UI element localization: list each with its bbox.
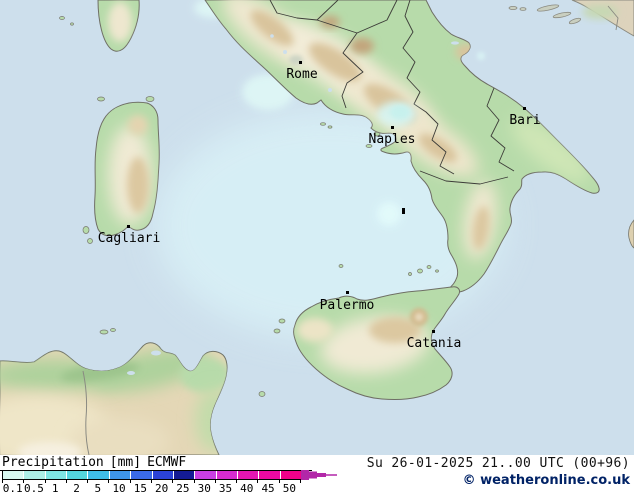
legend-tick xyxy=(236,479,238,483)
corsica-landmass xyxy=(97,0,140,52)
city-dot-catania xyxy=(432,330,435,333)
legend-model-text: ECMWF xyxy=(147,455,187,470)
legend-cell-40 xyxy=(237,471,259,479)
region-borders xyxy=(269,0,515,185)
legend-tick xyxy=(193,479,195,483)
legend-cell-10 xyxy=(109,471,131,479)
legend-tick xyxy=(214,479,216,483)
legend-tick xyxy=(300,479,301,483)
city-label-palermo: Palermo xyxy=(319,298,375,313)
datetime-text: Su 26-01-2025 21..00 UTC (00+96) xyxy=(366,456,630,471)
legend-cell-0.1 xyxy=(3,471,24,479)
footer-info: Su 26-01-2025 21..00 UTC (00+96) © weath… xyxy=(367,456,630,488)
legend-title-text: Precipitation xyxy=(2,455,104,470)
legend: Precipitation [mm] ECMWF 0.1 0.5 1 2 5 10 15 20 25… xyxy=(0,455,345,495)
legend-cell-2 xyxy=(67,471,88,479)
legend-scale-label: 25 xyxy=(176,482,190,495)
lakes xyxy=(270,34,459,92)
legend-tick xyxy=(87,479,89,483)
city-label-cagliari: Cagliari xyxy=(97,231,161,246)
precipitation-overlay-naples xyxy=(377,101,417,127)
legend-unit-text: [mm] xyxy=(109,455,142,470)
city-label-bari: Bari xyxy=(509,113,541,128)
legend-scale-label: 45 xyxy=(261,482,275,495)
legend-scale-label: 2 xyxy=(73,482,80,495)
city-dot-palermo xyxy=(346,291,349,294)
map-canvas xyxy=(0,0,634,455)
legend-cell-5 xyxy=(88,471,109,479)
legend-tick xyxy=(278,479,280,483)
city-label-naples: Naples xyxy=(368,132,416,147)
legend-bar: Precipitation [mm] ECMWF 0.1 0.5 1 2 5 10 15 20 25… xyxy=(0,455,634,495)
legend-title: Precipitation [mm] ECMWF xyxy=(2,456,345,469)
legend-cell-15 xyxy=(131,471,152,479)
sardinia-landmass xyxy=(94,101,160,237)
city-label-catania: Catania xyxy=(406,336,462,351)
legend-scale-label: 10 xyxy=(112,482,126,495)
legend-scale-label: 50 xyxy=(282,482,296,495)
city-dot-bari xyxy=(523,107,526,110)
sicily-landmass xyxy=(293,286,461,401)
legend-scale-label: 0.5 xyxy=(23,482,44,495)
legend-tick xyxy=(151,479,152,483)
legend-tick xyxy=(257,479,259,483)
legend-scale-label: 30 xyxy=(197,482,211,495)
legend-overflow-arrow xyxy=(301,470,337,480)
legend-tick xyxy=(23,479,25,483)
city-dot-rome xyxy=(299,61,302,64)
legend-rule xyxy=(0,470,312,471)
small-islands xyxy=(59,16,439,397)
legend-scale-label: 20 xyxy=(155,482,169,495)
balkan-coast xyxy=(508,0,634,37)
city-label-rome: Rome xyxy=(286,67,318,82)
city-dot-cagliari xyxy=(127,225,130,228)
legend-tick xyxy=(108,479,110,483)
legend-tick xyxy=(2,479,3,483)
legend-scale-labels: 0.1 0.5 1 2 5 10 15 20 25 30 35 40 45 50 xyxy=(2,482,322,495)
legend-tick xyxy=(129,479,131,483)
legend-scale-label: 0.1 xyxy=(2,482,23,495)
right-edge-coast xyxy=(628,219,634,249)
legend-cell-25 xyxy=(173,471,195,479)
legend-scale-label: 35 xyxy=(218,482,233,495)
legend-cell-20 xyxy=(152,471,173,479)
legend-cell-0.5 xyxy=(24,471,45,479)
legend-scale-label: 40 xyxy=(240,482,254,495)
city-dot-naples xyxy=(391,126,394,129)
legend-tick xyxy=(172,479,174,483)
legend-colorbar xyxy=(2,471,302,480)
legend-scale-label: 5 xyxy=(94,482,102,495)
legend-cell-45 xyxy=(259,471,280,479)
small-black-marker xyxy=(402,208,405,214)
legend-tick xyxy=(44,479,46,483)
legend-cell-1 xyxy=(45,471,67,479)
weather-map: Rome Naples Bari Cagliari Palermo Catania xyxy=(0,0,634,455)
legend-scale-label: 1 xyxy=(51,482,59,495)
legend-scale-label: 15 xyxy=(133,482,147,495)
legend-cell-30 xyxy=(195,471,216,479)
legend-cell-50 xyxy=(280,471,302,479)
algeria-tunisia-border xyxy=(82,370,90,455)
copyright-text: © weatheronline.co.uk xyxy=(462,473,630,488)
legend-tick xyxy=(65,479,67,483)
legend-cell-35 xyxy=(216,471,237,479)
legend-bar-zone: 0.1 0.5 1 2 5 10 15 20 25 30 35 40 45 50 xyxy=(0,470,345,495)
